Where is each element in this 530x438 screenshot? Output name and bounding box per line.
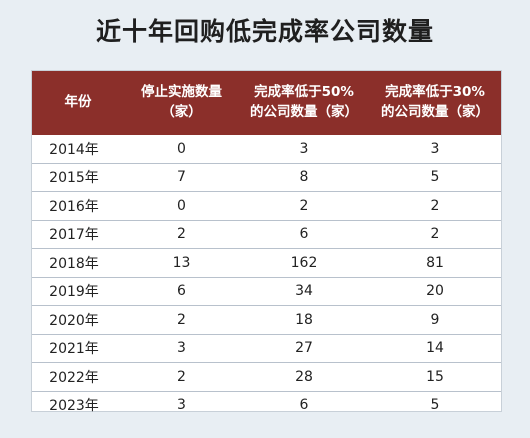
header-year: 年份 xyxy=(32,71,124,135)
cell-year: 2015年 xyxy=(49,170,99,187)
cell-year: 2021年 xyxy=(49,341,99,358)
table-row: 2016年 0 2 2 xyxy=(32,192,501,221)
cell-stopped: 13 xyxy=(172,254,191,271)
cell-below30: 9 xyxy=(430,311,440,328)
header-stopped-line1: 停止实施数量 xyxy=(141,84,222,101)
cell-below50: 6 xyxy=(299,226,309,243)
table-row: 2017年 2 6 2 xyxy=(32,221,501,249)
cell-stopped: 2 xyxy=(177,311,186,328)
header-below50-line2: 的公司数量（家） xyxy=(250,104,358,120)
cell-stopped: 0 xyxy=(177,140,186,157)
cell-year: 2016年 xyxy=(49,198,99,215)
cell-stopped: 3 xyxy=(177,340,186,357)
cell-below50: 2 xyxy=(299,197,309,214)
table-body: 2014年 0 3 3 2015年 7 8 5 2016年 0 2 2 2017… xyxy=(32,135,501,419)
data-table: 年份 停止实施数量 （家） 完成率低于50% 的公司数量（家） 完成率低于30%… xyxy=(31,70,502,414)
cell-below30: 5 xyxy=(430,397,440,414)
cell-below50: 34 xyxy=(295,283,313,300)
cell-year: 2017年 xyxy=(49,227,99,244)
page-title: 近十年回购低完成率公司数量 xyxy=(95,17,434,46)
cell-below50: 8 xyxy=(299,169,309,186)
cell-below50: 27 xyxy=(295,340,313,357)
cell-below50: 6 xyxy=(299,397,309,414)
cell-below50: 18 xyxy=(295,311,313,328)
table-row: 2020年 2 18 9 xyxy=(32,306,501,335)
cell-below30: 3 xyxy=(430,140,440,157)
cell-below30: 14 xyxy=(426,340,444,357)
cell-year: 2019年 xyxy=(49,284,99,301)
cell-below30: 5 xyxy=(430,169,440,186)
cell-below30: 2 xyxy=(430,226,440,243)
cell-year: 2023年 xyxy=(49,398,99,415)
cell-stopped: 7 xyxy=(177,169,186,186)
cell-stopped: 2 xyxy=(177,226,186,243)
table-row: 2021年 3 27 14 xyxy=(32,335,501,363)
header-stopped: 停止实施数量 （家） xyxy=(124,71,239,135)
table-row: 2019年 6 34 20 xyxy=(32,278,501,306)
cell-below50: 28 xyxy=(295,368,313,385)
header-below30: 完成率低于30% 的公司数量（家） xyxy=(369,71,501,135)
cell-year: 2014年 xyxy=(49,141,99,158)
cell-year: 2022年 xyxy=(49,369,99,386)
cell-year: 2020年 xyxy=(49,312,99,329)
table-row: 2014年 0 3 3 xyxy=(32,135,501,164)
cell-below50: 162 xyxy=(290,254,318,271)
header-stopped-line2: （家） xyxy=(161,104,202,120)
header-below50: 完成率低于50% 的公司数量（家） xyxy=(239,71,369,135)
cell-stopped: 2 xyxy=(177,368,186,385)
header-below30-line2: 的公司数量（家） xyxy=(381,104,489,120)
table-row: 2022年 2 28 15 xyxy=(32,363,501,392)
cell-below50: 3 xyxy=(299,140,309,157)
cell-below30: 15 xyxy=(426,368,444,385)
cell-below30: 81 xyxy=(426,254,444,271)
header-below50-line1: 完成率低于50% xyxy=(254,84,354,101)
header-below30-line1: 完成率低于30% xyxy=(385,84,485,101)
cell-year: 2018年 xyxy=(49,255,99,272)
cell-stopped: 6 xyxy=(177,283,186,300)
cell-below30: 2 xyxy=(430,197,440,214)
table-row: 2015年 7 8 5 xyxy=(32,164,501,192)
cell-stopped: 0 xyxy=(177,197,186,214)
table-header: 年份 停止实施数量 （家） 完成率低于50% 的公司数量（家） 完成率低于30%… xyxy=(32,71,501,135)
header-year-label: 年份 xyxy=(64,94,92,111)
cell-stopped: 3 xyxy=(177,397,186,414)
table-row: 2023年 3 6 5 xyxy=(32,392,501,420)
table-row: 2018年 13 162 81 xyxy=(32,249,501,278)
cell-below30: 20 xyxy=(426,283,444,300)
